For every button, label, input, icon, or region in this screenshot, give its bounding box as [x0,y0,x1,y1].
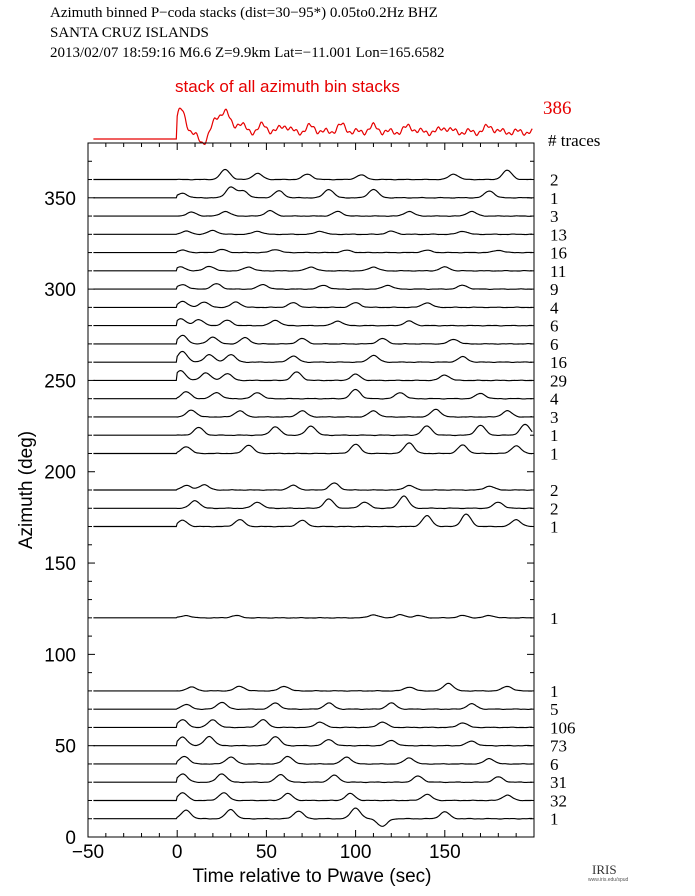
trace-az-60 [93,719,533,729]
trace-count-az-190: 2 [550,481,559,500]
trace-count-az-210: 1 [550,445,559,464]
x-tick-label-0: 0 [172,842,183,863]
trace-az-290 [93,300,533,309]
summary-stack: stack of all azimuth bin stacks 386 [93,77,572,146]
trace-az-80 [93,682,533,692]
summary-stack-count: 386 [543,98,572,119]
y-tick-label-50: 50 [55,737,76,758]
trace-az-210 [93,442,533,455]
trace-az-340 [93,209,533,217]
y-tick-label-150: 150 [44,554,76,575]
iris-logo: IRIS www.iris.edu/spud [588,862,629,883]
trace-count-az-340: 3 [550,207,559,226]
y-tick-label-350: 350 [44,189,76,210]
x-tick-label-100: 100 [340,842,372,863]
trace-az-260 [93,350,533,363]
trace-az-310 [93,265,533,272]
trace-az-220 [93,423,533,437]
trace-count-az-180: 2 [550,499,559,518]
trace-count-az-170: 1 [550,518,559,537]
trace-count-az-330: 13 [550,225,567,244]
summary-stack-label: stack of all azimuth bin stacks [175,77,400,96]
trace-count-az-320: 16 [550,244,567,263]
trace-az-300 [93,283,533,290]
trace-count-az-60: 106 [550,718,576,737]
trace-az-10 [93,807,533,827]
trace-az-280 [93,318,533,327]
trace-az-190 [93,482,533,491]
trace-az-180 [93,495,533,510]
trace-az-70 [93,701,533,710]
y-axis-label: Azimuth (deg) [16,431,37,549]
trace-az-230 [93,408,533,418]
summary-stack-line [93,107,533,146]
trace-az-30 [93,773,533,784]
y-tick-label-100: 100 [44,645,76,666]
trace-count-az-80: 1 [550,682,559,701]
header-line-1: Azimuth binned P−coda stacks (dist=30−95… [50,5,438,21]
trace-az-40 [93,755,533,765]
trace-az-120 [93,614,533,619]
x-axis-label: Time relative to Pwave (sec) [193,866,432,887]
x-tick-label-150: 150 [429,842,461,863]
trace-count-az-70: 5 [550,700,559,719]
y-tick-label-250: 250 [44,371,76,392]
trace-count-az-310: 11 [550,262,566,281]
trace-count-az-40: 6 [550,755,559,774]
trace-az-270 [93,334,533,345]
trace-az-20 [93,792,533,802]
trace-az-360 [93,168,533,181]
trace-az-350 [93,186,533,199]
trace-count-az-280: 6 [550,317,559,336]
x-axis: −50 0 50 100 150 [72,143,517,863]
trace-az-170 [93,513,533,528]
trace-count-az-240: 4 [550,390,559,409]
trace-count-az-360: 2 [550,171,559,190]
y-axis: 0 50 100 150 200 250 300 350 [44,160,534,849]
trace-az-50 [93,735,533,747]
y-tick-label-300: 300 [44,280,76,301]
trace-count-az-260: 16 [550,353,567,372]
trace-count-az-30: 31 [550,773,567,792]
trace-count-az-290: 4 [550,298,559,317]
trace-count-az-270: 6 [550,335,559,354]
trace-az-240 [93,388,533,400]
trace-count-az-300: 9 [550,280,559,299]
header-line-2: SANTA CRUZ ISLANDS [50,25,209,41]
trace-count-az-230: 3 [550,408,559,427]
header-line-3: 2013/02/07 18:59:16 M6.6 Z=9.9km Lat=−11… [50,45,445,61]
y-tick-label-200: 200 [44,463,76,484]
x-tick-label--50: −50 [72,842,104,863]
trace-count-az-220: 1 [550,426,559,445]
y-tick-label-0: 0 [65,828,76,849]
traces-group [93,168,533,827]
iris-logo-text: IRIS [592,862,617,877]
trace-count-az-20: 32 [550,792,567,811]
trace-count-az-250: 29 [550,371,567,390]
trace-count-az-50: 73 [550,737,567,756]
trace-count-az-350: 1 [550,189,559,208]
trace-az-250 [93,370,533,382]
trace-count-header: # traces [548,131,600,150]
trace-az-330 [93,229,533,236]
x-tick-label-50: 50 [256,842,277,863]
trace-count-az-10: 1 [550,810,559,829]
trace-count-az-120: 1 [550,609,559,628]
iris-logo-url: www.iris.edu/spud [588,877,629,883]
trace-az-320 [93,248,533,254]
